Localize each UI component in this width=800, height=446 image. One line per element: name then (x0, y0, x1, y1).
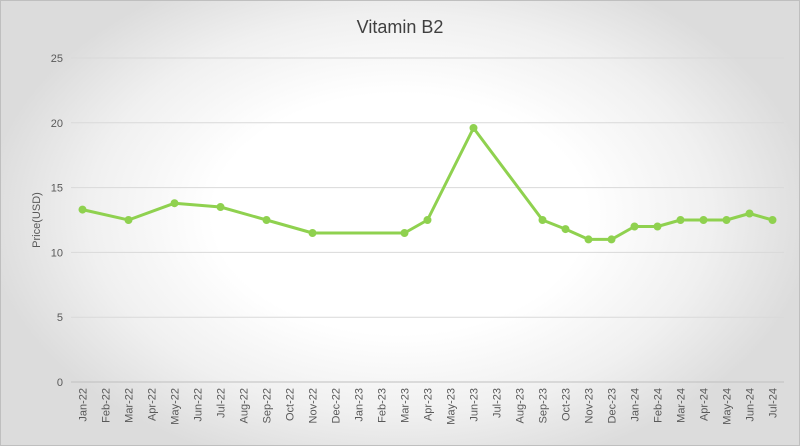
data-point[interactable] (676, 216, 685, 224)
data-point[interactable] (584, 235, 593, 244)
x-tick-label: Jan-24 (630, 388, 642, 422)
x-tick-label: Sep-22 (262, 388, 274, 423)
data-point[interactable] (653, 222, 662, 231)
data-point[interactable] (607, 235, 616, 244)
x-tick-label: Jun-22 (193, 388, 205, 422)
x-tick-label: Nov-23 (584, 388, 596, 423)
x-tick-label: May-23 (446, 388, 458, 425)
gridlines (71, 57, 784, 318)
y-tick-label-5: 5 (57, 312, 63, 324)
series-vitamin-b2 (78, 124, 777, 244)
x-tick-label: Mar-22 (124, 388, 136, 423)
data-point[interactable] (469, 124, 478, 132)
data-point[interactable] (745, 209, 754, 218)
x-tick-label: Feb-22 (101, 388, 113, 423)
data-point[interactable] (423, 216, 432, 224)
x-tick-label: Jul-24 (768, 388, 780, 418)
x-tick-label: Jan-23 (354, 388, 366, 422)
y-tick-label-20: 20 (51, 118, 63, 130)
data-point[interactable] (308, 229, 317, 237)
x-tick-label: Oct-22 (285, 388, 297, 421)
x-tick-label: Apr-24 (699, 388, 711, 421)
x-axis-ticks: Jan-22 Feb-22 Mar-22 Apr-22 May-22 Jun-22 Jul-… (78, 388, 780, 425)
data-point[interactable] (400, 229, 409, 237)
x-tick-label: May-24 (722, 388, 734, 425)
x-tick-label: Apr-23 (423, 388, 435, 421)
y-tick-label-10: 10 (51, 247, 63, 259)
data-point[interactable] (216, 203, 225, 211)
y-tick-label-15: 15 (51, 183, 63, 195)
x-tick-label: Jul-22 (216, 388, 228, 418)
data-point[interactable] (170, 199, 179, 208)
data-point[interactable] (768, 216, 777, 224)
data-point[interactable] (538, 216, 547, 224)
x-tick-label: Sep-23 (538, 388, 550, 423)
x-tick-label: Oct-23 (561, 388, 573, 421)
x-tick-label: Jan-22 (78, 388, 90, 422)
data-point[interactable] (630, 222, 639, 231)
x-tick-label: Aug-23 (515, 388, 527, 423)
x-tick-label: Mar-23 (400, 388, 412, 423)
data-point[interactable] (78, 205, 87, 214)
data-point[interactable] (722, 216, 731, 224)
x-tick-label: May-22 (170, 388, 182, 425)
y-tick-label-0: 0 (57, 377, 63, 389)
x-tick-label: Dec-23 (607, 388, 619, 423)
y-tick-label-25: 25 (51, 53, 63, 65)
x-tick-label: Feb-23 (377, 388, 389, 423)
x-tick-label: Nov-22 (308, 388, 320, 423)
x-tick-label: Aug-22 (239, 388, 251, 423)
data-point[interactable] (561, 225, 570, 234)
data-point[interactable] (262, 216, 271, 224)
y-axis-label: Price(USD) (31, 192, 43, 248)
data-point[interactable] (699, 216, 708, 224)
x-tick-label: Jul-23 (492, 388, 504, 418)
x-tick-label: Apr-22 (147, 388, 159, 421)
x-tick-label: Mar-24 (676, 388, 688, 423)
x-tick-label: Jun-23 (469, 388, 481, 422)
x-tick-label: Feb-24 (653, 388, 665, 423)
x-tick-label: Dec-22 (331, 388, 343, 423)
chart-title: Vitamin B2 (357, 17, 444, 37)
y-axis-ticks: 0 5 10 15 20 25 (51, 53, 63, 389)
x-tick-label: Jun-24 (745, 388, 757, 422)
data-point[interactable] (124, 216, 133, 224)
